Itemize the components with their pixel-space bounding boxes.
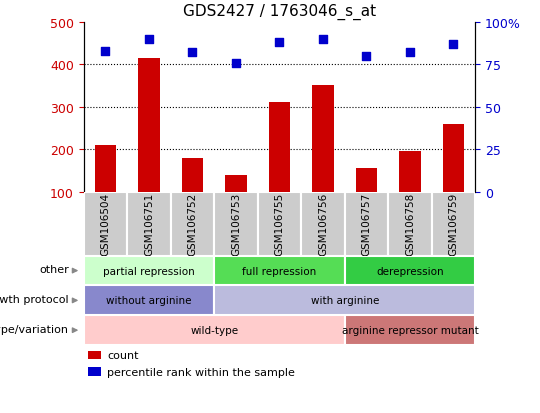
Text: GSM106504: GSM106504 — [100, 192, 111, 256]
Bar — [84, 316, 345, 345]
Bar — [301, 192, 345, 256]
Text: with arginine: with arginine — [310, 296, 379, 306]
Bar — [94, 145, 116, 192]
Text: derepression: derepression — [376, 266, 444, 276]
Bar — [214, 286, 475, 316]
Bar — [345, 192, 388, 256]
Bar — [87, 351, 102, 359]
Point — [145, 36, 153, 43]
Bar — [214, 192, 258, 256]
Bar — [312, 86, 334, 192]
Bar — [84, 256, 214, 286]
Bar — [443, 125, 464, 192]
Text: full repression: full repression — [242, 266, 316, 276]
Bar — [399, 152, 421, 192]
Text: GSM106753: GSM106753 — [231, 192, 241, 256]
Bar — [138, 59, 160, 192]
Bar — [258, 192, 301, 256]
Bar — [84, 192, 127, 256]
Text: GSM106758: GSM106758 — [405, 192, 415, 256]
Text: GSM106752: GSM106752 — [187, 192, 198, 256]
Text: GSM106756: GSM106756 — [318, 192, 328, 256]
Text: partial repression: partial repression — [103, 266, 195, 276]
Bar — [431, 192, 475, 256]
Bar — [345, 256, 475, 286]
Bar — [345, 316, 475, 345]
Bar — [84, 286, 214, 316]
Point — [101, 48, 110, 55]
Point — [188, 50, 197, 57]
Bar — [171, 192, 214, 256]
Text: count: count — [107, 350, 139, 360]
Text: genotype/variation: genotype/variation — [0, 324, 69, 334]
Point — [232, 60, 240, 66]
Bar — [355, 169, 377, 192]
Text: percentile rank within the sample: percentile rank within the sample — [107, 367, 295, 377]
Bar — [388, 192, 431, 256]
Bar — [87, 368, 102, 376]
Text: growth protocol: growth protocol — [0, 294, 69, 304]
Bar — [127, 192, 171, 256]
Text: GSM106751: GSM106751 — [144, 192, 154, 256]
Text: GSM106759: GSM106759 — [448, 192, 458, 256]
Text: GSM106755: GSM106755 — [274, 192, 285, 256]
Bar — [214, 256, 345, 286]
Text: other: other — [39, 264, 69, 274]
Point — [406, 50, 414, 57]
Text: GSM106757: GSM106757 — [361, 192, 372, 256]
Bar — [225, 175, 247, 192]
Point — [319, 36, 327, 43]
Text: without arginine: without arginine — [106, 296, 192, 306]
Bar — [268, 103, 291, 192]
Text: arginine repressor mutant: arginine repressor mutant — [342, 325, 478, 335]
Text: wild-type: wild-type — [190, 325, 238, 335]
Point — [275, 40, 284, 46]
Title: GDS2427 / 1763046_s_at: GDS2427 / 1763046_s_at — [183, 4, 376, 20]
Point — [449, 41, 458, 48]
Bar — [181, 158, 204, 192]
Point — [362, 53, 371, 60]
